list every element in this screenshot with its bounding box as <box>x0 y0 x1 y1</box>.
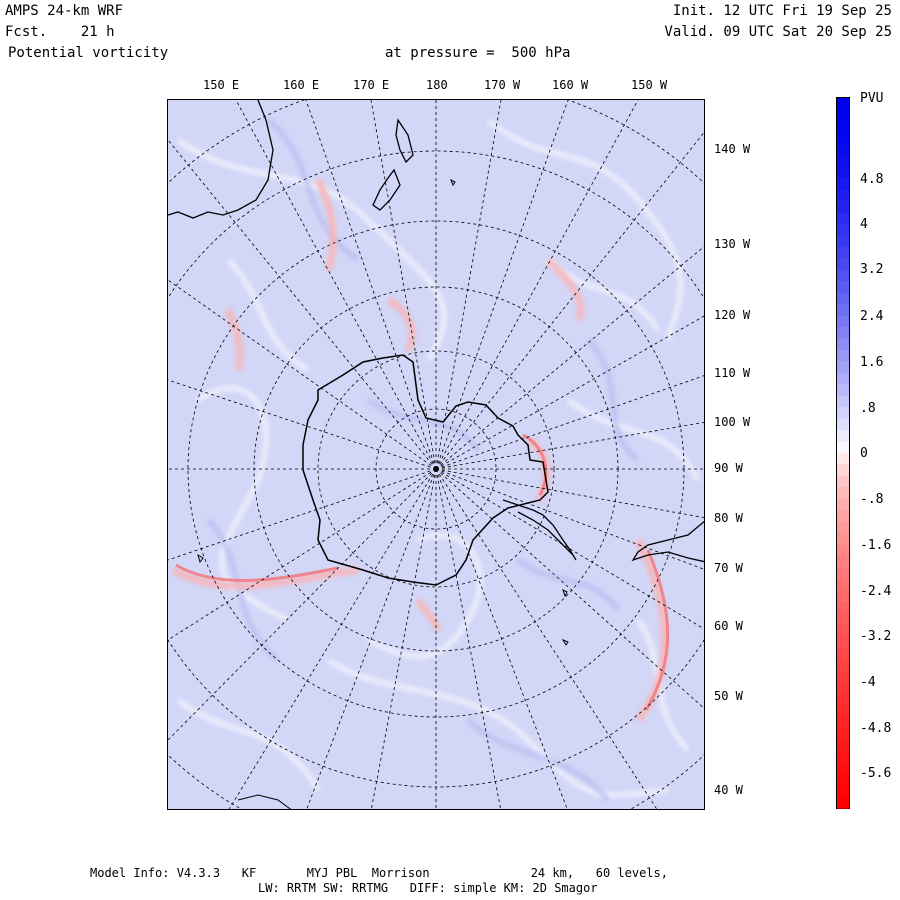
lon-label-140w: 140 W <box>714 142 751 156</box>
lon-label-110w: 110 W <box>714 366 751 380</box>
lon-label-60w: 60 W <box>714 619 743 633</box>
init-time: Init. 12 UTC Fri 19 Sep 25 <box>672 3 892 19</box>
lon-label-170e: 170 E <box>353 78 390 92</box>
colorbar-label-neg2.4: -2.4 <box>860 584 892 599</box>
south-america-coastline <box>631 520 704 563</box>
colorbar-label-3.2: 3.2 <box>860 262 884 277</box>
field-name: Potential vorticity <box>8 45 169 61</box>
pv-field-map <box>168 100 704 809</box>
lon-label-90w: 90 W <box>714 461 743 475</box>
lon-label-160w: 160 W <box>552 78 589 92</box>
pressure-level: at pressure = 500 hPa <box>385 45 571 61</box>
model-title: AMPS 24-km WRF <box>5 3 124 19</box>
colorbar-label-neg0.8: -.8 <box>860 492 884 507</box>
forecast-hour: Fcst. 21 h <box>5 24 115 40</box>
colorbar-unit: PVU <box>860 91 884 106</box>
lon-label-70w: 70 W <box>714 561 743 575</box>
meridian-lines <box>168 100 704 809</box>
lon-label-50w: 50 W <box>714 689 743 703</box>
lon-label-150e: 150 E <box>203 78 240 92</box>
colorbar-label-1.6: 1.6 <box>860 355 884 370</box>
pv-dark-swirls <box>206 118 640 802</box>
australia-coastline <box>168 100 274 219</box>
model-info-line2: LW: RRTM SW: RRTMG DIFF: simple KM: 2D S… <box>258 881 598 895</box>
small-islands <box>197 178 569 809</box>
colorbar-label-0: 0 <box>860 446 868 461</box>
valid-time: Valid. 09 UTC Sat 20 Sep 25 <box>664 24 892 40</box>
colorbar-label-neg1.6: -1.6 <box>860 538 892 553</box>
lon-label-120w: 120 W <box>714 308 751 322</box>
model-info-line1: Model Info: V4.3.3 KF MYJ PBL Morrison 2… <box>90 866 668 880</box>
colorbar-segment <box>837 796 849 810</box>
colorbar-label-4: 4 <box>860 217 868 232</box>
pv-background <box>168 100 704 809</box>
lon-label-160e: 160 E <box>283 78 320 92</box>
new-zealand-coastline <box>372 118 414 211</box>
lon-label-180: 180 <box>426 78 448 92</box>
lon-label-130w: 130 W <box>714 237 751 251</box>
pv-colorbar <box>836 97 850 810</box>
lon-label-80w: 80 W <box>714 511 743 525</box>
antarctica-coastline <box>302 354 549 586</box>
colorbar-label-neg4: -4 <box>860 675 876 690</box>
lon-label-150w: 150 W <box>631 78 668 92</box>
lon-label-100w: 100 W <box>714 415 751 429</box>
colorbar-label-neg5.6: -5.6 <box>860 766 892 781</box>
lon-label-170w: 170 W <box>484 78 521 92</box>
antarctic-peninsula <box>502 499 577 561</box>
map-panel <box>167 99 705 810</box>
colorbar-label-neg4.8: -4.8 <box>860 721 892 736</box>
colorbar-label-0.8: .8 <box>860 401 876 416</box>
colorbar-label-neg3.2: -3.2 <box>860 629 892 644</box>
lon-label-40w: 40 W <box>714 783 743 797</box>
pv-light-swirls <box>176 117 701 798</box>
colorbar-label-2.4: 2.4 <box>860 309 884 324</box>
colorbar-label-4.8: 4.8 <box>860 172 884 187</box>
